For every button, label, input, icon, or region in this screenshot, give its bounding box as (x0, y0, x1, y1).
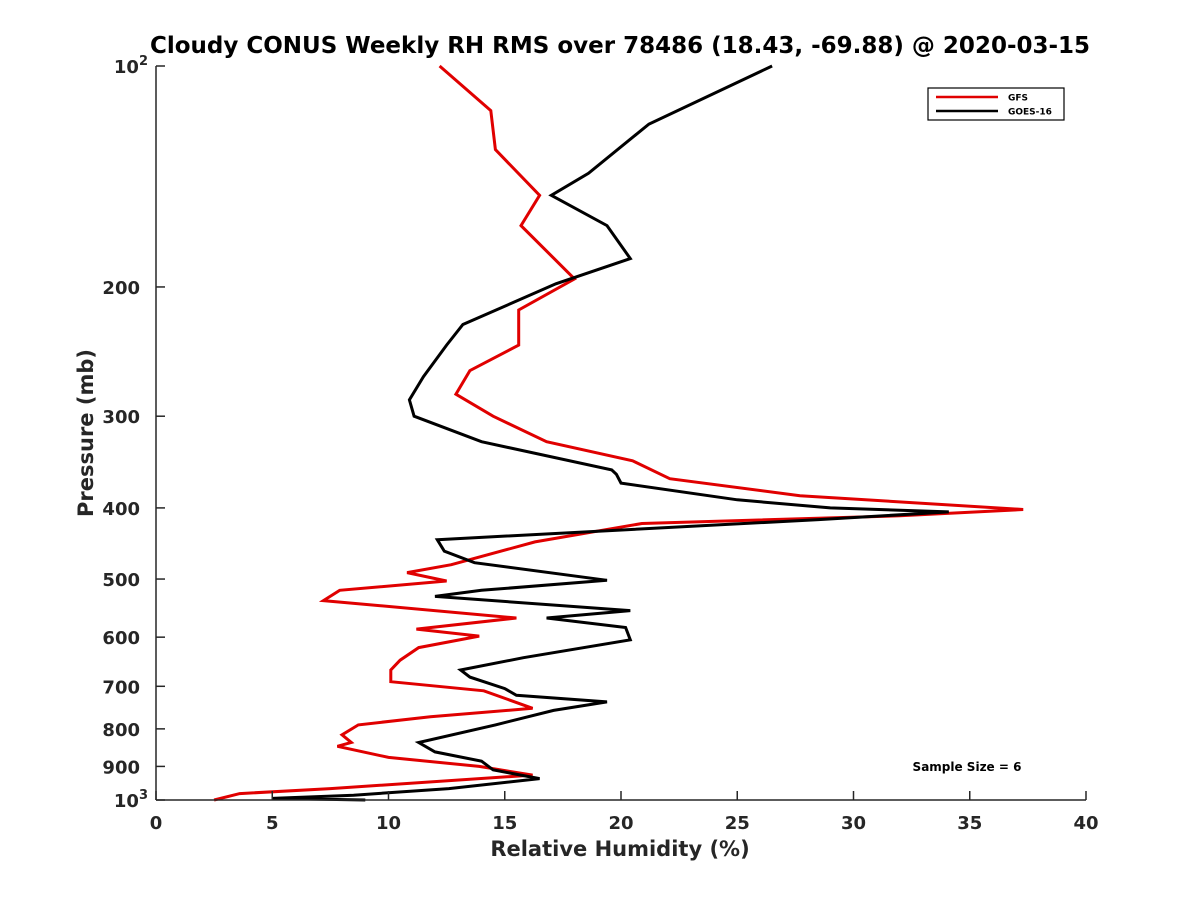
x-tick-label: 0 (150, 813, 163, 834)
y-tick-label: 800 (102, 720, 140, 741)
y-tick-label: 102 (114, 54, 148, 78)
series-line-gfs (213, 64, 1024, 802)
legend-entry-label: GOES-16 (1008, 108, 1052, 118)
x-tick-label: 5 (266, 813, 279, 834)
y-tick-label-exponent: 2 (139, 54, 148, 69)
x-axis-label: Relative Humidity (%) (490, 837, 749, 861)
y-tick-label-base: 10 (114, 57, 139, 78)
y-tick-label-exponent: 3 (139, 788, 148, 803)
legend-box (927, 87, 1065, 121)
y-tick-label: 300 (102, 407, 140, 428)
y-tick-label: 700 (102, 677, 140, 698)
y-tick-label: 200 (102, 278, 140, 299)
x-tick-label: 35 (957, 813, 982, 834)
y-tick-label: 500 (102, 570, 140, 591)
plot-area: 0 5 10 15 20 25 30 35 40102200300400500600700800… (102, 54, 1098, 834)
x-tick-label: 30 (841, 813, 866, 834)
y-tick-label: 103 (114, 788, 148, 812)
y-tick-label-base: 10 (114, 791, 139, 812)
y-tick-label: 900 (102, 757, 140, 778)
x-tick-label: 15 (492, 813, 517, 834)
legend: GFS GOES-16 (927, 87, 1065, 121)
x-tick-label: 25 (725, 813, 750, 834)
series-line-goes-16 (272, 64, 949, 802)
x-tick-label: 40 (1073, 813, 1098, 834)
y-tick-label: 400 (102, 499, 140, 520)
legend-entry-label: GFS (1008, 94, 1028, 104)
x-tick-label: 20 (608, 813, 633, 834)
y-axis-label: Pressure (mb) (74, 349, 98, 517)
sample-size-annotation: Sample Size = 6 (913, 760, 1022, 774)
y-tick-label: 600 (102, 628, 140, 649)
x-tick-label: 10 (376, 813, 401, 834)
chart-title: Cloudy CONUS Weekly RH RMS over 78486 (1… (150, 33, 1090, 59)
